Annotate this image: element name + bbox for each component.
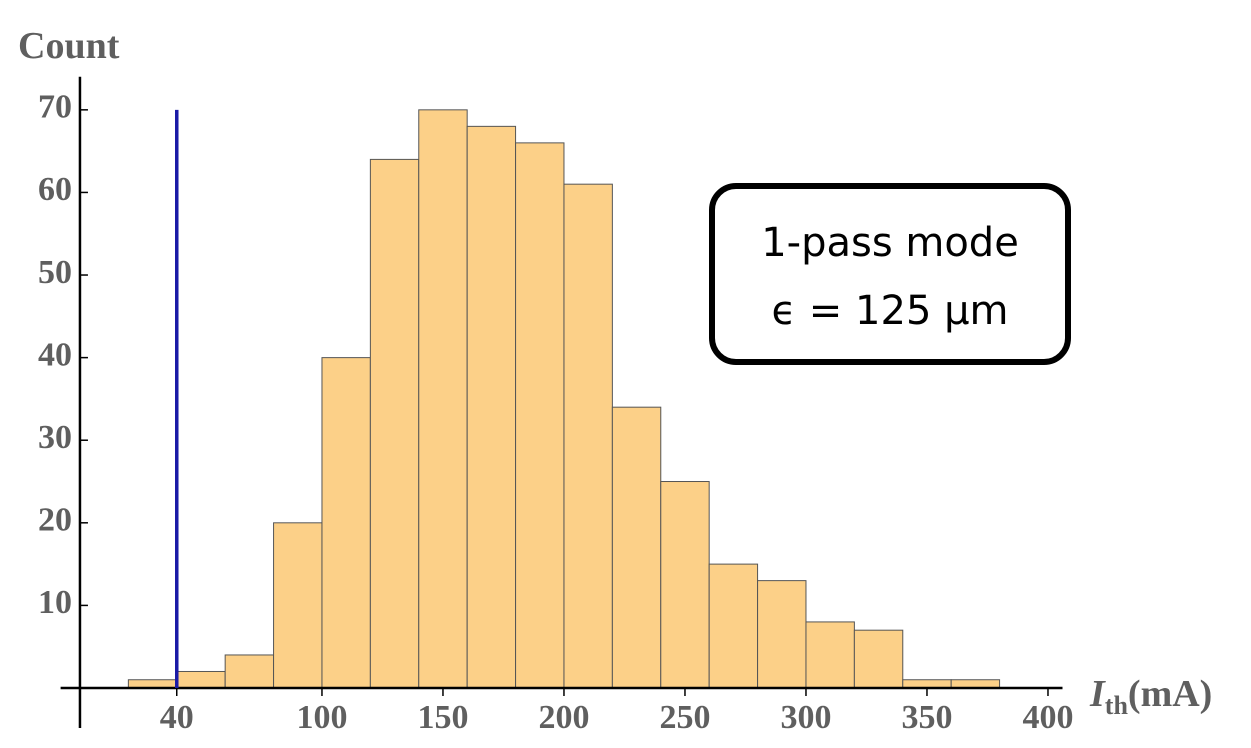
x-label-subscript: th bbox=[1105, 691, 1129, 720]
x-label-unit: (mA) bbox=[1128, 673, 1212, 715]
y-tick-label: 50 bbox=[38, 254, 72, 291]
bar bbox=[563, 183, 613, 689]
annotation-line: ϵ = 125 μm bbox=[771, 288, 1008, 334]
x-tick-label: 400 bbox=[1022, 699, 1073, 736]
bar bbox=[611, 406, 662, 689]
x-axis-label: Ith(mA) bbox=[1089, 673, 1212, 720]
annotation-box bbox=[709, 183, 1071, 365]
bar bbox=[224, 654, 275, 689]
y-tick-label: 10 bbox=[38, 584, 72, 621]
bar bbox=[805, 621, 855, 689]
bar bbox=[515, 142, 565, 689]
x-label-symbol: I bbox=[1089, 673, 1106, 715]
bar bbox=[853, 629, 904, 689]
y-axis-label: Count bbox=[18, 25, 120, 67]
x-tick-label: 100 bbox=[296, 699, 347, 736]
bar bbox=[321, 357, 371, 689]
bar bbox=[708, 563, 759, 689]
y-tick-label: 60 bbox=[38, 171, 72, 208]
bar bbox=[369, 158, 420, 689]
bar bbox=[418, 109, 468, 689]
x-tick-label: 150 bbox=[417, 699, 468, 736]
bar bbox=[660, 481, 710, 689]
x-tick-label: 40 bbox=[160, 699, 194, 736]
y-tick-label: 30 bbox=[38, 419, 72, 456]
bar bbox=[466, 125, 517, 689]
y-tick-label: 40 bbox=[38, 336, 72, 373]
x-tick-label: 350 bbox=[901, 699, 952, 736]
y-tick-label: 20 bbox=[38, 502, 72, 539]
x-tick-label: 250 bbox=[659, 699, 710, 736]
bar bbox=[757, 580, 807, 689]
y-tick-label: 70 bbox=[38, 89, 72, 126]
bar bbox=[273, 522, 323, 689]
x-tick-label: 300 bbox=[780, 699, 831, 736]
bar bbox=[176, 670, 226, 689]
x-tick-label: 200 bbox=[538, 699, 589, 736]
annotation-line: 1-pass mode bbox=[761, 220, 1019, 266]
